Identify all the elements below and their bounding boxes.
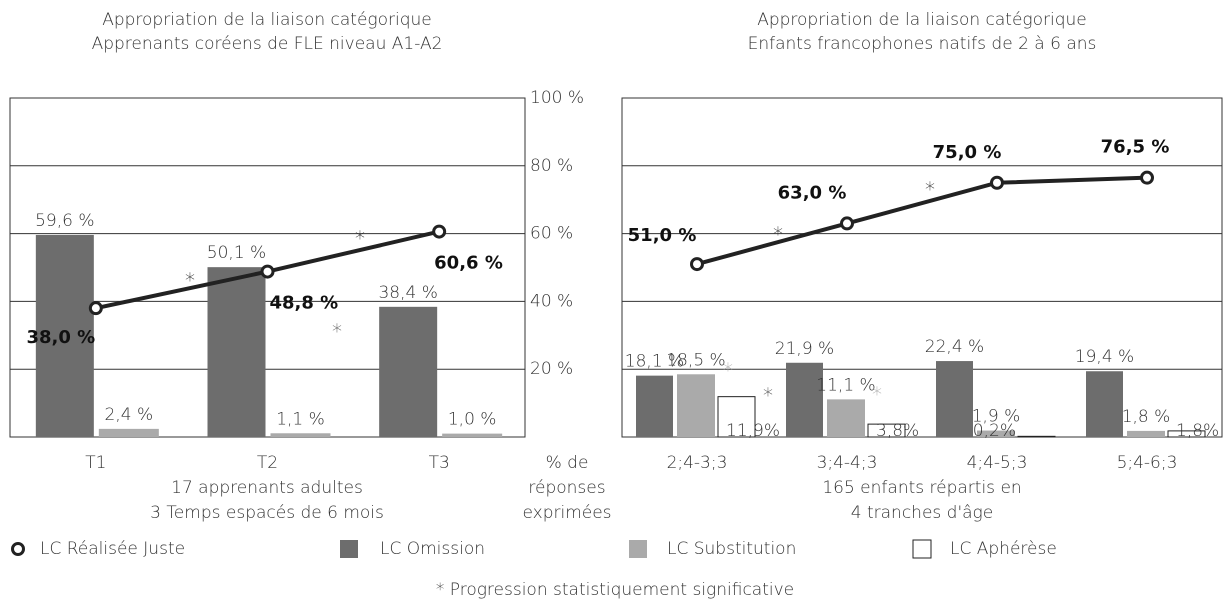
legend-label: LC Réalisée Juste [40, 539, 185, 559]
value-label: 0,2% [973, 421, 1016, 441]
y-tick-label: 100 % [530, 88, 584, 108]
line-value-label: 51,0 % [628, 225, 697, 246]
line-value-label: 60,6 % [434, 253, 503, 274]
bar [270, 433, 331, 437]
bar [827, 399, 865, 437]
value-label: 22,4 % [925, 337, 984, 357]
value-label: 1,9 % [972, 407, 1021, 427]
legend-swatch [340, 540, 358, 558]
value-label: 1,8% [1176, 421, 1219, 441]
bar [207, 267, 266, 437]
bar [786, 362, 823, 437]
significance-mark: * [872, 383, 882, 407]
significance-mark: * [355, 227, 365, 251]
legend-label: LC Aphérèse [950, 539, 1057, 559]
y-axis-label: exprimées [522, 503, 611, 523]
line [696, 175, 1148, 267]
bar [379, 306, 438, 437]
value-label: 2,4 % [105, 405, 154, 425]
chart-title: Appropriation de la liaison catégorique [102, 10, 432, 30]
legend-swatch [629, 540, 647, 558]
bar [677, 374, 715, 437]
line-marker [990, 175, 1004, 190]
y-tick-label: 20 % [530, 359, 573, 379]
legend-label: LC Omission [380, 539, 485, 559]
value-label: 50,1 % [207, 243, 266, 263]
line-marker [690, 257, 704, 272]
chart-subtitle: Enfants francophones natifs de 2 à 6 ans [748, 34, 1097, 54]
x-tick-label: 2;4-3;3 [667, 453, 728, 473]
footnote: * Progression statistiquement significat… [436, 580, 794, 600]
line-marker [260, 264, 275, 279]
x-tick-label: 5;4-6;3 [1117, 453, 1178, 473]
line-marker [432, 224, 447, 239]
line-value-label: 63,0 % [778, 182, 847, 203]
x-tick-label: T1 [85, 453, 106, 473]
value-label: 19,4 % [1075, 347, 1134, 367]
significance-mark: * [723, 359, 733, 383]
legend-swatch [912, 539, 932, 559]
value-label: 18,5 % [666, 350, 725, 370]
line-marker [840, 216, 854, 231]
value-label: 1,0 % [448, 410, 497, 430]
x-axis-label: 17 apprenants adultes [171, 478, 363, 498]
x-axis-label: 4 tranches d'âge [851, 503, 993, 523]
line-value-label: 76,5 % [1101, 137, 1170, 158]
bar [1167, 430, 1206, 438]
bar [98, 428, 159, 437]
value-label: 11,1 % [816, 375, 875, 395]
value-label: 3,8% [876, 421, 919, 441]
legend-marker [11, 542, 25, 556]
bar [936, 361, 973, 437]
legend-label: LC Substitution [667, 539, 796, 559]
value-label: 1,1 % [276, 409, 325, 429]
y-axis-label: % de [546, 453, 589, 473]
x-axis-label: 165 enfants répartis en [822, 478, 1021, 498]
value-label: 59,6 % [35, 211, 94, 231]
y-axis-label: réponses [528, 478, 605, 498]
significance-mark: * [332, 320, 342, 344]
bar [1127, 430, 1165, 437]
line-value-label: 75,0 % [933, 142, 1002, 163]
y-tick-label: 60 % [530, 224, 573, 244]
line-marker [88, 301, 103, 316]
chart-title: Appropriation de la liaison catégorique [757, 10, 1087, 30]
significance-mark: * [773, 223, 783, 247]
line-marker [1140, 170, 1154, 185]
bar [442, 433, 503, 437]
bar [35, 234, 94, 437]
line-value-label: 48,8 % [270, 293, 339, 314]
chart-subtitle: Apprenants coréens de FLE niveau A1-A2 [92, 34, 443, 54]
bar [1017, 435, 1056, 438]
x-tick-label: T2 [257, 453, 278, 473]
value-label: 1,8 % [1122, 407, 1171, 427]
bar [1086, 371, 1123, 437]
significance-mark: * [925, 178, 935, 202]
x-tick-label: T3 [429, 453, 450, 473]
significance-mark: * [763, 384, 773, 408]
value-label: 18,1 % [625, 352, 684, 372]
line-value-label: 38,0 % [26, 327, 95, 348]
x-tick-label: 4;4-5;3 [967, 453, 1028, 473]
x-axis-label: 3 Temps espacés de 6 mois [150, 503, 384, 523]
bar [867, 423, 906, 438]
value-label: 21,9 % [775, 339, 834, 359]
bar [717, 396, 756, 438]
bar [977, 430, 1015, 437]
bar [636, 375, 673, 437]
x-tick-label: 3;4-4;3 [817, 453, 878, 473]
y-tick-label: 40 % [530, 291, 573, 311]
y-tick-label: 80 % [530, 156, 573, 176]
value-label: 38,4 % [378, 283, 437, 303]
significance-mark: * [185, 269, 195, 293]
value-label: 11,9% [726, 421, 780, 441]
